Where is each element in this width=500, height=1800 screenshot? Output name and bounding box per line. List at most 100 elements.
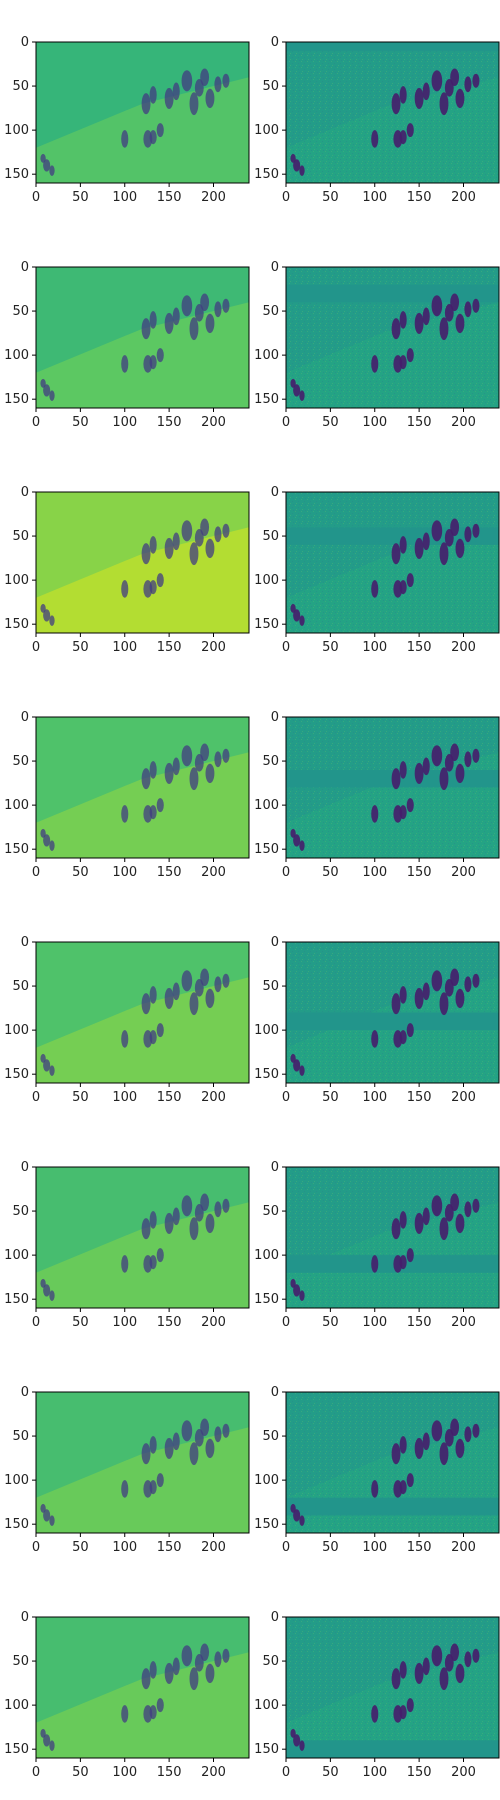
x-tick-label: 100 bbox=[112, 865, 137, 880]
heatmap-figure-blob bbox=[391, 1443, 401, 1465]
x-tick-label: 50 bbox=[72, 1090, 89, 1105]
heatmap-figure-blob bbox=[43, 384, 51, 397]
panel-3-1: 0 50 100 150 200 0 50 100 150 bbox=[254, 710, 500, 880]
heatmap-figure-blob bbox=[156, 798, 164, 813]
heatmap-figure-blob bbox=[431, 1645, 443, 1667]
heatmap-figure-blob bbox=[141, 1668, 151, 1690]
x-tick-label: 50 bbox=[72, 1765, 89, 1780]
y-tick-label: 50 bbox=[262, 1654, 279, 1669]
heatmap-figure-blob bbox=[189, 1217, 199, 1241]
heatmap-figure-blob bbox=[399, 536, 407, 554]
axes-frame bbox=[285, 941, 500, 1084]
heatmap-figure-blob bbox=[391, 1218, 401, 1240]
x-tick-label: 50 bbox=[322, 1315, 339, 1330]
heatmap-figure-blob bbox=[399, 1436, 407, 1454]
y-tick-label: 150 bbox=[4, 167, 29, 182]
y-tick-label: 100 bbox=[4, 1473, 29, 1488]
x-tick-label: 0 bbox=[282, 415, 290, 430]
y-tick-label: 50 bbox=[262, 1204, 279, 1219]
x-tick-label: 200 bbox=[201, 865, 226, 880]
axes-frame bbox=[35, 716, 250, 859]
heatmap-figure-blob bbox=[181, 70, 193, 92]
x-tick-label: 0 bbox=[282, 1315, 290, 1330]
heatmap-figure-blob bbox=[293, 1734, 301, 1747]
panel-3-0: 0 50 100 150 200 0 50 100 150 bbox=[4, 710, 250, 880]
axes-frame bbox=[35, 491, 250, 634]
heatmap-figure-blob bbox=[121, 1030, 129, 1048]
heatmap-figure-blob bbox=[156, 1698, 164, 1713]
heatmap-figure-blob bbox=[49, 840, 55, 851]
heatmap-figure-blob bbox=[422, 982, 430, 1001]
x-tick-label: 150 bbox=[157, 1540, 182, 1555]
y-tick-label: 100 bbox=[4, 573, 29, 588]
heatmap-image bbox=[286, 42, 499, 183]
heatmap-figure-blob bbox=[399, 986, 407, 1004]
heatmap-figure-blob bbox=[149, 580, 157, 595]
heatmap-figure-blob bbox=[141, 1218, 151, 1240]
y-tick-label: 150 bbox=[254, 1742, 279, 1757]
y-tick-label: 100 bbox=[4, 348, 29, 363]
x-tick-label: 100 bbox=[112, 1315, 137, 1330]
heatmap-figure-blob bbox=[406, 1023, 414, 1038]
x-tick-label: 0 bbox=[32, 1315, 40, 1330]
panel-0-0: 0 50 100 150 200 0 50 100 150 bbox=[4, 35, 250, 205]
heatmap-texture bbox=[286, 1167, 499, 1308]
y-tick-label: 50 bbox=[12, 1654, 29, 1669]
heatmap-figure-blob bbox=[172, 982, 180, 1001]
x-tick-label: 50 bbox=[322, 1765, 339, 1780]
x-tick-label: 150 bbox=[157, 1765, 182, 1780]
heatmap-figure-blob bbox=[121, 1255, 129, 1273]
y-tick-label: 50 bbox=[12, 979, 29, 994]
heatmap-figure-blob bbox=[149, 311, 157, 329]
y-tick-label: 100 bbox=[4, 123, 29, 138]
axes-frame bbox=[35, 1166, 250, 1309]
heatmap-figure-blob bbox=[189, 317, 199, 341]
heatmap-figure-blob bbox=[399, 311, 407, 329]
heatmap-figure-blob bbox=[371, 1030, 379, 1048]
heatmap-figure-blob bbox=[422, 1432, 430, 1451]
heatmap-image bbox=[286, 717, 499, 858]
heatmap-figure-blob bbox=[49, 1740, 55, 1751]
heatmap-figure-blob bbox=[290, 1053, 296, 1063]
y-tick-label: 0 bbox=[21, 1385, 29, 1400]
x-tick-label: 50 bbox=[322, 640, 339, 655]
heatmap-figure-blob bbox=[414, 312, 424, 334]
y-tick-label: 50 bbox=[262, 79, 279, 94]
y-tick-label: 100 bbox=[4, 1248, 29, 1263]
heatmap-figure-blob bbox=[450, 1193, 460, 1212]
x-tick-label: 0 bbox=[282, 1090, 290, 1105]
heatmap-figure-blob bbox=[49, 165, 55, 176]
x-tick-label: 200 bbox=[201, 190, 226, 205]
panel-5-1: 0 50 100 150 200 0 50 100 150 bbox=[254, 1160, 500, 1330]
heatmap-figure-blob bbox=[450, 1418, 460, 1437]
heatmap-figure-blob bbox=[406, 1698, 414, 1713]
heatmap-figure-blob bbox=[293, 834, 301, 847]
heatmap-figure-blob bbox=[214, 76, 222, 93]
heatmap-figure-blob bbox=[431, 520, 443, 542]
heatmap-figure-blob bbox=[422, 82, 430, 101]
heatmap-figure-blob bbox=[141, 543, 151, 565]
heatmap-figure-blob bbox=[43, 159, 51, 172]
heatmap-figure-blob bbox=[399, 1480, 407, 1495]
heatmap-figure-blob bbox=[205, 1663, 215, 1684]
y-tick-label: 100 bbox=[254, 348, 279, 363]
x-tick-label: 100 bbox=[112, 415, 137, 430]
y-tick-label: 100 bbox=[254, 573, 279, 588]
heatmap-figure-blob bbox=[156, 573, 164, 588]
heatmap-figure-blob bbox=[455, 88, 465, 109]
axes-frame bbox=[35, 266, 250, 409]
y-tick-label: 150 bbox=[254, 842, 279, 857]
heatmap-figure-blob bbox=[422, 1657, 430, 1676]
heatmap-figure-blob bbox=[141, 768, 151, 790]
heatmap-figure-blob bbox=[371, 805, 379, 823]
heatmap-figure-blob bbox=[290, 603, 296, 613]
heatmap-figure-blob bbox=[371, 1255, 379, 1273]
heatmap-figure-blob bbox=[371, 1480, 379, 1498]
heatmap-figure-blob bbox=[450, 743, 460, 762]
heatmap-figure-blob bbox=[181, 295, 193, 317]
y-tick-label: 50 bbox=[262, 1429, 279, 1444]
y-tick-label: 50 bbox=[262, 754, 279, 769]
heatmap-figure-blob bbox=[222, 973, 230, 988]
x-tick-label: 200 bbox=[201, 1765, 226, 1780]
